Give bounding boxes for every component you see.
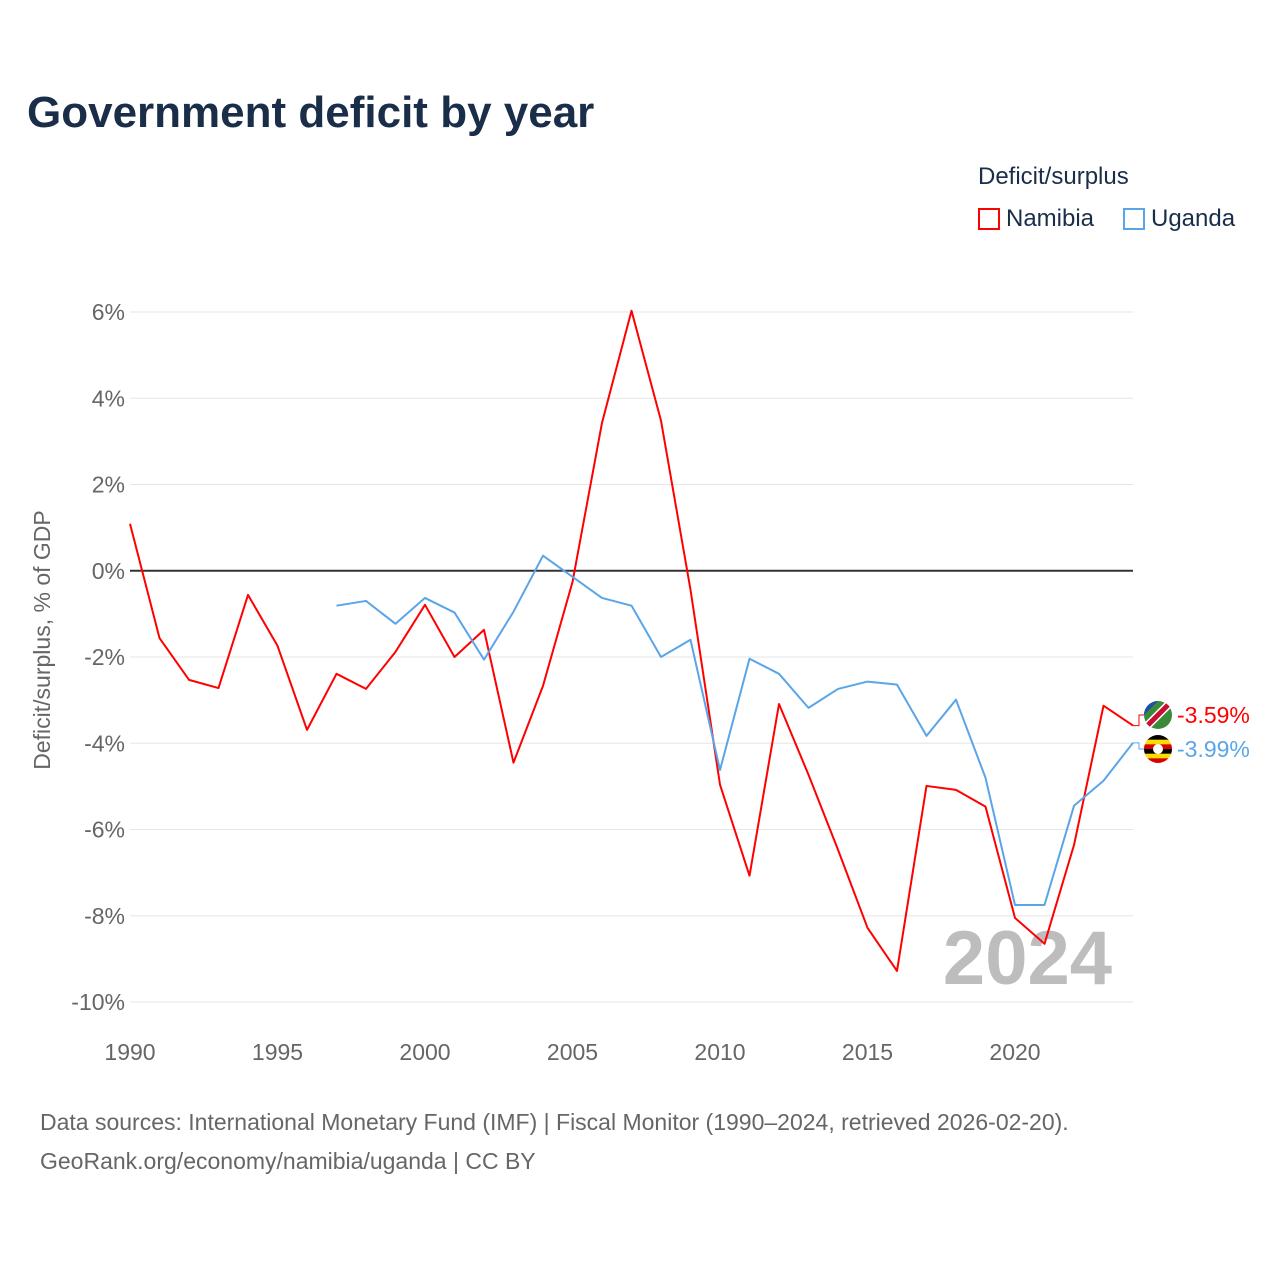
- legend-swatch-namibia: [978, 208, 1000, 230]
- legend-label: Namibia: [1006, 205, 1095, 232]
- x-tick-label: 2000: [399, 1039, 450, 1065]
- y-tick-label: -4%: [84, 730, 125, 756]
- flag-part: [1144, 701, 1158, 715]
- x-tick-label: 2020: [989, 1039, 1040, 1065]
- y-tick-label: -10%: [71, 989, 125, 1015]
- x-tick-label: 2015: [842, 1039, 893, 1065]
- y-tick-label: -8%: [84, 903, 125, 929]
- end-value-label: -3.59%: [1177, 702, 1250, 728]
- x-tick-label: 2005: [547, 1039, 598, 1065]
- year-watermark: 2024: [943, 916, 1112, 1001]
- footer-sources: Data sources: International Monetary Fun…: [40, 1109, 1069, 1135]
- y-tick-label: 6%: [92, 299, 125, 325]
- x-tick-label: 2010: [694, 1039, 745, 1065]
- flag-part: [1146, 703, 1170, 727]
- uganda-flag-icon: [1144, 739, 1172, 745]
- y-tick-label: 4%: [92, 385, 125, 411]
- uganda-flag-icon: [1144, 735, 1172, 741]
- end-connector: [1133, 714, 1144, 727]
- legend-item-namibia[interactable]: Namibia: [978, 205, 1094, 233]
- end-value-label: -3.99%: [1177, 736, 1250, 762]
- x-tick-label: 1995: [252, 1039, 303, 1065]
- series-line-namibia: [129, 309, 1134, 972]
- y-axis-label: Deficit/surplus, % of GDP: [29, 510, 55, 769]
- y-tick-label: -6%: [84, 817, 125, 843]
- series-line-uganda: [336, 554, 1134, 906]
- footer-link[interactable]: GeoRank.org/economy/namibia/uganda | CC …: [40, 1148, 536, 1174]
- y-tick-label: 0%: [92, 558, 125, 584]
- legend-swatch-uganda: [1123, 208, 1145, 230]
- legend-title: Deficit/surplus: [978, 163, 1129, 190]
- x-tick-label: 1990: [104, 1039, 155, 1065]
- uganda-flag-icon: [1144, 758, 1172, 763]
- end-connector: [1133, 742, 1144, 750]
- flag-part: [1153, 744, 1163, 754]
- y-tick-label: -2%: [84, 644, 125, 670]
- y-tick-label: 2%: [92, 472, 125, 498]
- legend-label: Uganda: [1151, 205, 1236, 232]
- chart-title: Government deficit by year: [27, 88, 595, 137]
- legend-item-uganda[interactable]: Uganda: [1123, 205, 1235, 233]
- uganda-flag-icon: [1144, 753, 1172, 759]
